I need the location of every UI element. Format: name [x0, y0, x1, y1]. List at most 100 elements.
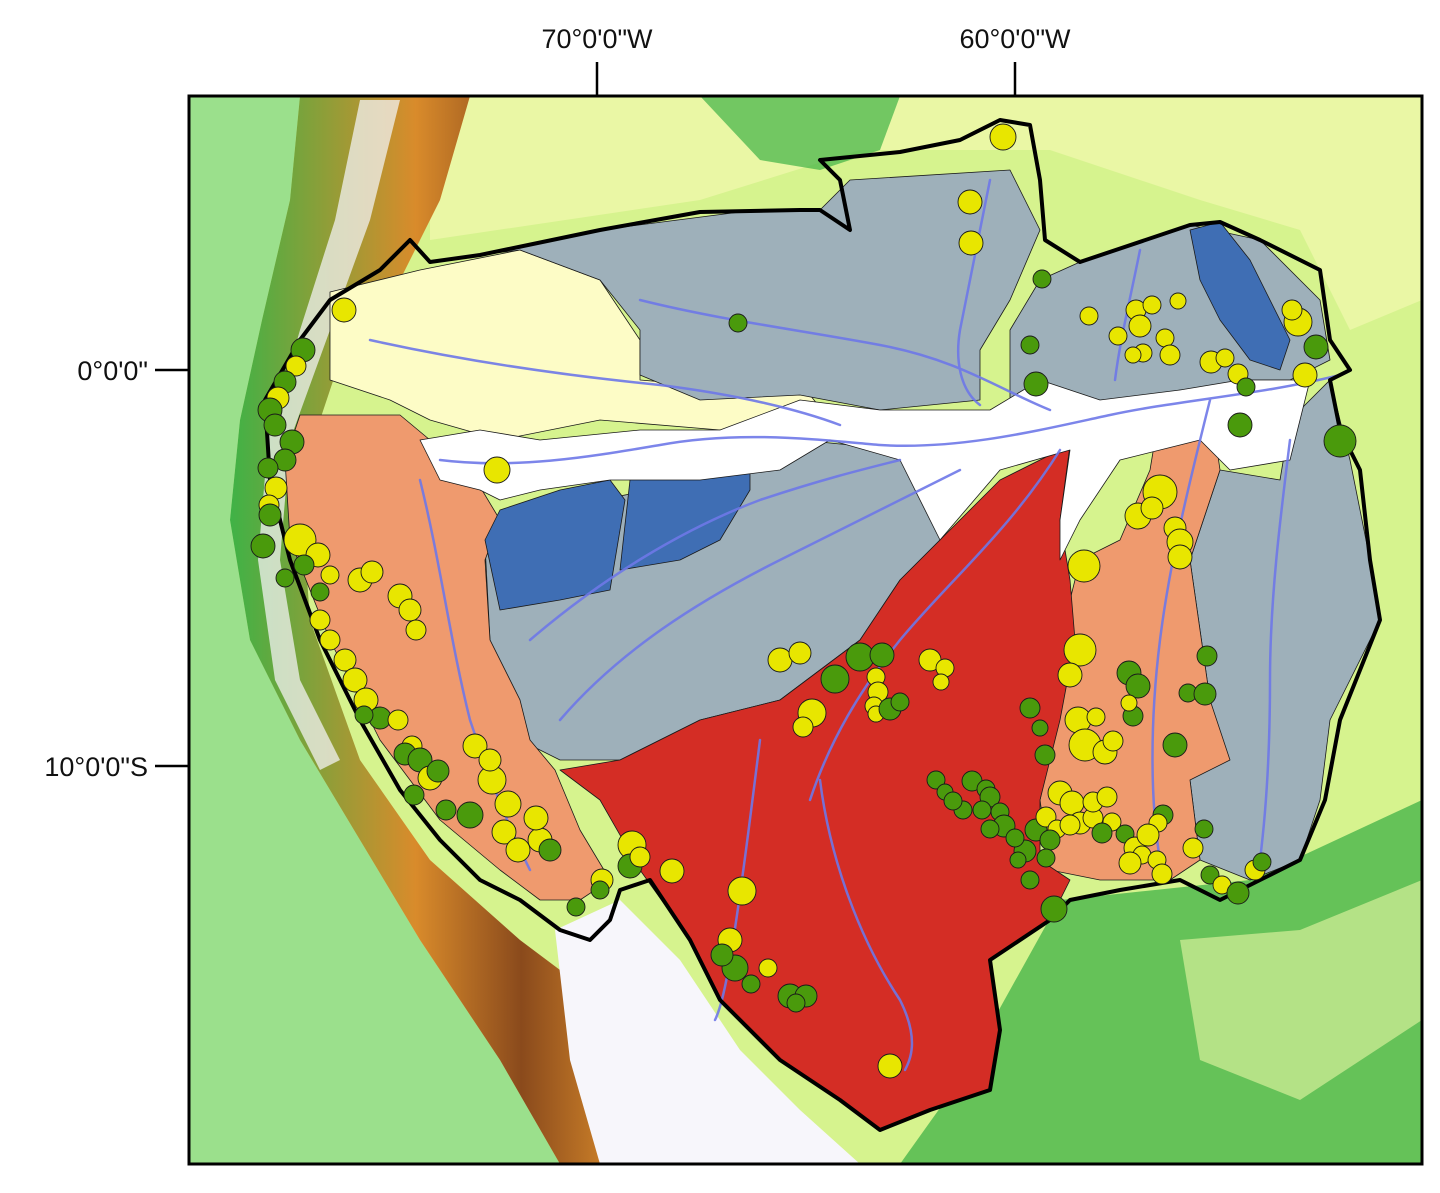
- yellow-site-marker: [333, 648, 357, 672]
- yellow-site-marker: [1140, 496, 1164, 520]
- river-jurua: [528, 458, 902, 642]
- brazilian-plateau-light: [1180, 880, 1422, 1100]
- green-site-marker: [1252, 852, 1272, 872]
- green-site-marker: [1039, 829, 1061, 851]
- yellow-site-marker: [1124, 346, 1142, 364]
- yellow-site-marker: [1063, 633, 1097, 667]
- green-site-marker: [1031, 719, 1049, 737]
- green-site-marker: [869, 642, 895, 668]
- green-site-marker: [1023, 371, 1049, 397]
- green-site-marker: [1091, 822, 1113, 844]
- lat-label-10s: 10°0'0"S: [44, 752, 148, 782]
- yellow-site-marker: [491, 819, 517, 845]
- graticule: 70°0'0"W 60°0'0"W 0°0'0" 10°0'0"S: [44, 24, 1071, 782]
- yellow-site-marker: [877, 1053, 903, 1079]
- region-mainstem-white-floodplain: [419, 379, 1311, 561]
- green-site-marker: [943, 791, 963, 811]
- yellow-site-marker: [758, 958, 778, 978]
- river-branco: [956, 178, 992, 407]
- yellow-site-marker: [1142, 295, 1162, 315]
- green-site-marker: [1040, 895, 1068, 923]
- andes-slope: [230, 96, 760, 1164]
- yellow-site-marker: [1059, 790, 1085, 816]
- yellow-site-marker: [1057, 662, 1083, 688]
- green-site-marker: [1162, 732, 1188, 758]
- green-site-marker: [310, 582, 330, 602]
- green-site-marker: [1227, 412, 1253, 438]
- green-site-marker: [710, 943, 734, 967]
- yellow-site-marker: [462, 733, 488, 759]
- green-site-marker: [1236, 377, 1256, 397]
- yellow-site-marker: [1108, 326, 1128, 346]
- green-site-marker: [728, 313, 748, 333]
- yellow-site-marker: [342, 667, 368, 693]
- green-site-marker: [258, 503, 282, 527]
- green-site-marker: [403, 784, 425, 806]
- yellow-site-marker: [1182, 837, 1204, 859]
- green-site-marker: [1034, 744, 1056, 766]
- river-xingu: [1258, 438, 1292, 862]
- green-site-marker: [257, 457, 279, 479]
- yellow-site-marker: [478, 748, 502, 772]
- green-site-marker: [926, 770, 946, 790]
- yellow-site-marker: [360, 560, 384, 584]
- yellow-site-marker: [1136, 823, 1160, 847]
- green-site-marker: [250, 533, 276, 559]
- yellow-site-marker: [1169, 292, 1187, 310]
- yellow-site-marker: [1215, 348, 1235, 368]
- yellow-site-marker: [1167, 544, 1193, 570]
- green-site-marker: [456, 801, 484, 829]
- lon-label-60w: 60°0'0"W: [959, 24, 1071, 54]
- green-site-marker: [1323, 424, 1357, 458]
- green-site-marker: [1194, 819, 1214, 839]
- region-blue-basin-northeast: [1189, 221, 1291, 371]
- yellow-site-marker: [788, 641, 812, 665]
- green-site-marker: [741, 974, 761, 994]
- lat-label-0: 0°0'0": [77, 356, 148, 386]
- yellow-site-marker: [767, 647, 793, 673]
- river-network: [368, 178, 1342, 1072]
- yellow-site-marker: [957, 189, 983, 215]
- altiplano: [555, 900, 860, 1164]
- yellow-site-marker: [319, 629, 341, 651]
- yellow-site-marker: [958, 230, 984, 256]
- sample-sites: [250, 123, 1357, 1079]
- pacific-coast: [189, 96, 560, 1164]
- region-blue-basin-west: [484, 479, 626, 611]
- green-site-marker: [1009, 851, 1027, 869]
- guiana-highlands: [700, 96, 900, 170]
- yellow-site-marker: [1120, 694, 1138, 712]
- green-site-marker: [820, 664, 850, 694]
- green-site-marker: [1226, 881, 1250, 905]
- northern-lowland: [430, 96, 1422, 330]
- yellow-site-marker: [727, 876, 757, 906]
- green-site-marker: [275, 568, 295, 588]
- river-japura: [368, 338, 842, 427]
- green-site-marker: [293, 554, 315, 576]
- yellow-site-marker: [309, 609, 331, 631]
- yellow-site-marker: [1151, 863, 1173, 885]
- yellow-site-marker: [405, 619, 427, 641]
- green-site-marker: [566, 897, 586, 917]
- yellow-site-marker: [1155, 328, 1175, 348]
- yellow-site-marker: [1128, 314, 1152, 338]
- green-site-marker: [538, 838, 562, 862]
- river-amazon-mainstem: [438, 373, 1342, 465]
- yellow-site-marker: [659, 858, 685, 884]
- yellow-site-marker: [1059, 814, 1081, 836]
- green-site-marker: [1019, 697, 1041, 719]
- yellow-site-marker: [1281, 299, 1303, 321]
- yellow-site-marker: [483, 456, 511, 484]
- lon-label-70w: 70°0'0"W: [541, 24, 653, 54]
- river-tapajos: [1151, 398, 1212, 862]
- yellow-site-marker: [932, 673, 950, 691]
- yellow-site-marker: [331, 297, 357, 323]
- yellow-site-marker: [792, 716, 814, 738]
- green-site-marker: [1005, 828, 1025, 848]
- green-site-marker: [1303, 334, 1329, 360]
- green-site-marker: [1020, 870, 1040, 890]
- yellow-site-marker: [989, 123, 1017, 151]
- yellow-site-marker: [1292, 362, 1318, 388]
- yellow-site-marker: [1102, 730, 1124, 752]
- yellow-site-marker: [285, 355, 307, 377]
